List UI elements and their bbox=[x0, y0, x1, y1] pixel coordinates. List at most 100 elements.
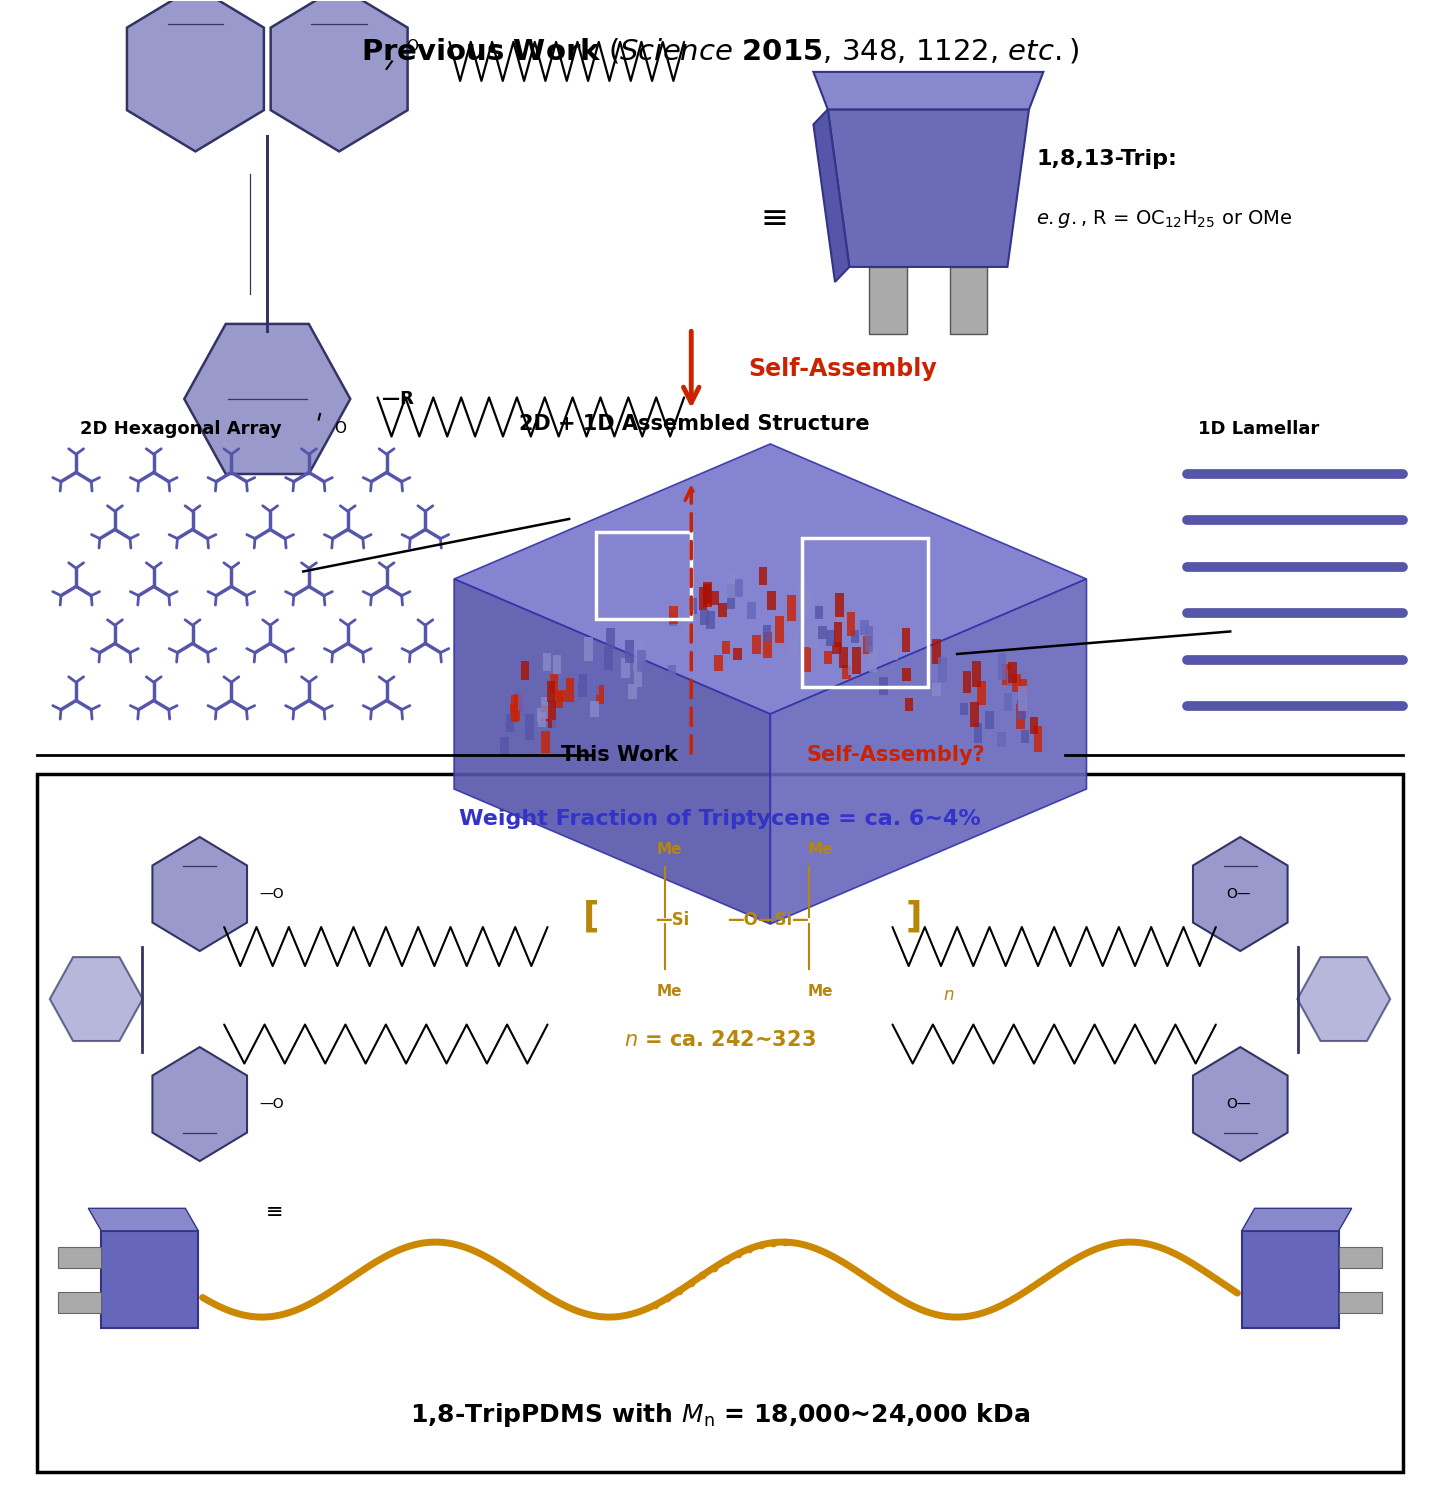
Bar bbox=[521, 715, 530, 733]
Bar bbox=[638, 649, 647, 672]
Bar bbox=[998, 652, 1007, 679]
Text: This Work: This Work bbox=[562, 744, 678, 765]
Bar bbox=[734, 579, 743, 597]
Bar bbox=[1030, 717, 1038, 735]
Text: Self-Assembly?: Self-Assembly? bbox=[806, 744, 985, 765]
Bar bbox=[904, 697, 913, 711]
Bar bbox=[510, 705, 518, 723]
Bar bbox=[590, 678, 599, 696]
Text: $\mathit{n}$: $\mathit{n}$ bbox=[943, 986, 955, 1004]
Text: Weight Fraction of Triptycene = ca. 6~4%: Weight Fraction of Triptycene = ca. 6~4% bbox=[459, 809, 981, 830]
Bar bbox=[727, 585, 736, 609]
Bar bbox=[1021, 729, 1030, 742]
Polygon shape bbox=[184, 325, 350, 473]
Bar bbox=[526, 714, 534, 739]
Bar bbox=[505, 714, 514, 732]
Bar bbox=[827, 630, 835, 646]
Bar bbox=[1012, 675, 1021, 691]
Bar bbox=[553, 655, 562, 675]
Bar bbox=[579, 675, 588, 697]
Bar bbox=[799, 588, 808, 607]
Bar bbox=[670, 606, 678, 624]
Bar bbox=[590, 700, 599, 717]
Text: —Si: —Si bbox=[655, 911, 690, 929]
Bar bbox=[596, 532, 691, 619]
Bar bbox=[521, 661, 530, 681]
Bar bbox=[932, 639, 940, 664]
Bar bbox=[901, 628, 910, 652]
Text: 2D + 1D Assembled Structure: 2D + 1D Assembled Structure bbox=[518, 415, 870, 434]
Polygon shape bbox=[127, 0, 264, 152]
Bar bbox=[514, 694, 523, 711]
Text: [: [ bbox=[582, 899, 599, 933]
Bar bbox=[518, 694, 527, 711]
Text: O—: O— bbox=[1227, 1097, 1251, 1111]
Bar bbox=[733, 648, 742, 660]
Polygon shape bbox=[1297, 957, 1390, 1042]
Text: $\mathit{e.g.}$, R = OC$_{12}$H$_{25}$ or OMe: $\mathit{e.g.}$, R = OC$_{12}$H$_{25}$ o… bbox=[1037, 207, 1293, 230]
Text: ≡: ≡ bbox=[266, 1202, 284, 1222]
Bar bbox=[547, 700, 556, 727]
Polygon shape bbox=[153, 837, 248, 951]
Text: O—: O— bbox=[1227, 887, 1251, 900]
Bar bbox=[868, 646, 877, 672]
Bar bbox=[818, 625, 827, 639]
Bar bbox=[798, 582, 806, 595]
Bar bbox=[824, 651, 832, 664]
Bar bbox=[861, 619, 870, 634]
Bar bbox=[788, 595, 796, 621]
Text: Me: Me bbox=[657, 842, 683, 857]
Text: 2D Hexagonal Array: 2D Hexagonal Array bbox=[81, 419, 282, 437]
Text: Me: Me bbox=[808, 842, 834, 857]
Bar bbox=[500, 736, 508, 758]
Bar bbox=[552, 720, 560, 742]
Bar bbox=[511, 694, 520, 721]
Bar bbox=[719, 603, 727, 618]
Text: 1D Lamellar: 1D Lamellar bbox=[1198, 419, 1319, 437]
Bar bbox=[1017, 700, 1025, 718]
Polygon shape bbox=[950, 268, 988, 335]
Bar bbox=[703, 585, 711, 603]
Bar bbox=[685, 610, 694, 634]
Bar bbox=[710, 591, 719, 606]
Polygon shape bbox=[770, 579, 1087, 924]
Bar bbox=[805, 591, 814, 615]
Bar bbox=[932, 682, 940, 696]
Bar bbox=[636, 636, 645, 661]
Polygon shape bbox=[1192, 1048, 1287, 1160]
Bar bbox=[802, 538, 929, 687]
Bar bbox=[540, 697, 549, 718]
Bar bbox=[583, 637, 592, 661]
Bar bbox=[959, 702, 968, 715]
Polygon shape bbox=[1241, 1231, 1339, 1329]
Polygon shape bbox=[814, 72, 1044, 110]
Bar bbox=[815, 606, 824, 619]
Bar bbox=[939, 657, 948, 681]
Bar bbox=[852, 648, 861, 673]
Bar bbox=[763, 625, 772, 642]
Bar bbox=[625, 640, 634, 663]
Bar bbox=[1018, 679, 1027, 694]
Bar bbox=[566, 678, 575, 702]
Text: ]: ] bbox=[906, 899, 922, 933]
Bar bbox=[890, 634, 899, 660]
Bar bbox=[971, 702, 979, 727]
Text: —O: —O bbox=[259, 1097, 285, 1111]
Bar bbox=[1002, 664, 1011, 685]
Polygon shape bbox=[271, 0, 408, 152]
Bar bbox=[976, 681, 985, 705]
Bar bbox=[1008, 663, 1017, 682]
Bar bbox=[763, 631, 772, 658]
Text: Me: Me bbox=[808, 984, 834, 999]
Bar bbox=[747, 603, 756, 619]
Bar bbox=[706, 610, 714, 630]
Text: O: O bbox=[334, 421, 347, 436]
Polygon shape bbox=[814, 110, 850, 283]
Bar bbox=[557, 690, 566, 702]
Bar bbox=[752, 634, 760, 654]
Text: ≡: ≡ bbox=[760, 203, 789, 236]
Bar bbox=[632, 655, 641, 672]
Bar bbox=[596, 684, 605, 705]
Bar bbox=[880, 676, 888, 696]
Polygon shape bbox=[870, 268, 907, 335]
